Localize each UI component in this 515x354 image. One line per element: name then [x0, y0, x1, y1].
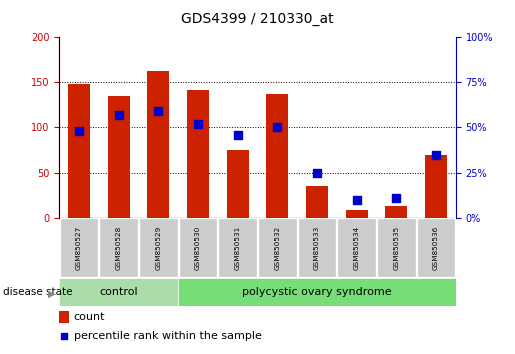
Bar [178, 278, 456, 306]
Text: polycystic ovary syndrome: polycystic ovary syndrome [242, 287, 392, 297]
Point [114, 112, 123, 118]
Bar [425, 154, 447, 218]
Point [194, 121, 202, 127]
FancyBboxPatch shape [298, 218, 336, 277]
Text: GSM850533: GSM850533 [314, 226, 320, 270]
Text: GSM850532: GSM850532 [274, 226, 280, 270]
Text: percentile rank within the sample: percentile rank within the sample [74, 331, 262, 341]
Bar [306, 186, 328, 218]
Text: GSM850530: GSM850530 [195, 226, 201, 270]
FancyBboxPatch shape [179, 218, 217, 277]
Text: GSM850528: GSM850528 [116, 226, 122, 270]
Point [392, 195, 401, 201]
FancyBboxPatch shape [337, 218, 376, 277]
FancyBboxPatch shape [60, 218, 98, 277]
FancyBboxPatch shape [377, 218, 416, 277]
FancyBboxPatch shape [99, 218, 138, 277]
Bar [68, 84, 90, 218]
Text: GSM850531: GSM850531 [235, 226, 241, 270]
Text: GSM850534: GSM850534 [354, 226, 359, 270]
Point [432, 152, 440, 157]
Point [60, 333, 68, 338]
Text: GSM850527: GSM850527 [76, 226, 82, 270]
Point [233, 132, 242, 137]
Text: GSM850535: GSM850535 [393, 226, 399, 270]
Bar [227, 150, 249, 218]
Text: GSM850536: GSM850536 [433, 226, 439, 270]
Text: control: control [99, 287, 138, 297]
Point [352, 197, 360, 202]
Bar [147, 70, 169, 218]
Text: disease state: disease state [3, 287, 72, 297]
Point [75, 128, 83, 134]
Text: count: count [74, 312, 105, 322]
FancyBboxPatch shape [218, 218, 257, 277]
Bar [346, 211, 368, 218]
FancyBboxPatch shape [139, 218, 178, 277]
Bar [59, 278, 178, 306]
Point [154, 108, 162, 114]
Point [313, 170, 321, 176]
Bar [266, 94, 288, 218]
Bar [187, 90, 209, 218]
Text: ▶: ▶ [48, 289, 56, 299]
Bar [385, 206, 407, 218]
Text: GSM850529: GSM850529 [156, 226, 161, 270]
Text: GDS4399 / 210330_at: GDS4399 / 210330_at [181, 12, 334, 27]
FancyBboxPatch shape [258, 218, 297, 277]
FancyBboxPatch shape [417, 218, 455, 277]
Point [273, 125, 281, 130]
Bar [108, 96, 130, 218]
Bar [59, 311, 68, 323]
